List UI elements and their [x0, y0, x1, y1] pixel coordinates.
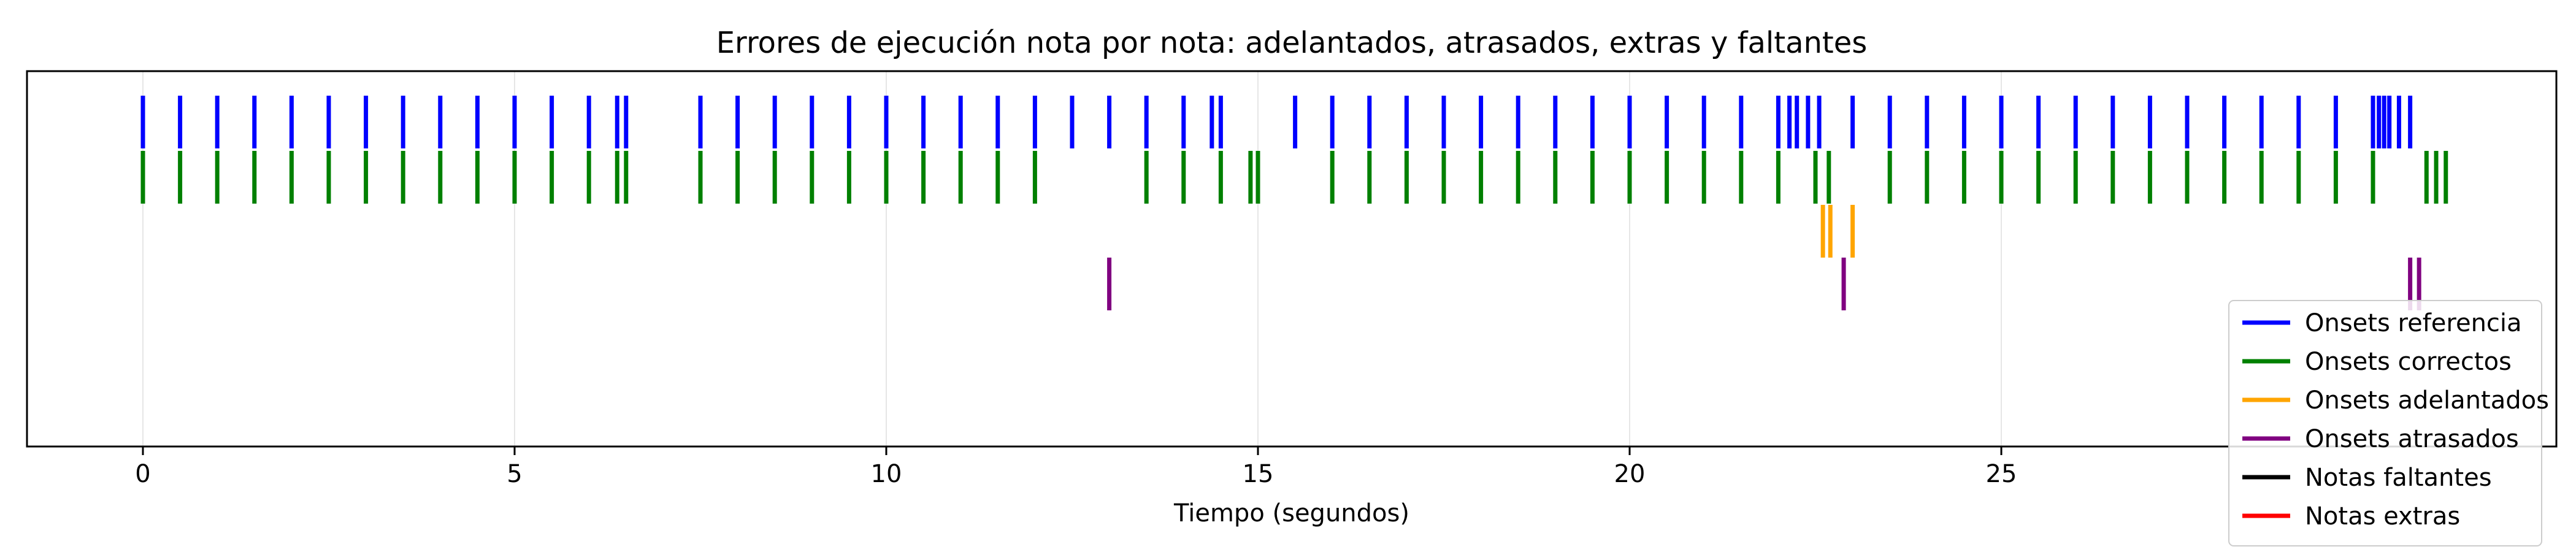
legend-item: Onsets atrasados	[2242, 425, 2519, 453]
event-marks	[140, 96, 2448, 310]
series-3	[1107, 258, 2421, 310]
legend-item: Notas faltantes	[2242, 464, 2492, 492]
legend-label: Onsets correctos	[2305, 348, 2512, 376]
x-tick-label: 0	[135, 460, 150, 488]
legend-item: Notas extras	[2242, 502, 2460, 531]
legend-box	[2228, 300, 2542, 546]
plot-area	[26, 70, 2558, 448]
x-tick-label: 20	[1614, 460, 1646, 488]
x-tick-label: 15	[1243, 460, 1274, 488]
x-tick-label: 25	[1986, 460, 2017, 488]
series-0	[140, 96, 2413, 148]
chart-title: Errores de ejecución nota por nota: adel…	[716, 26, 1868, 60]
x-tick-label: 10	[871, 460, 902, 488]
legend-item: Onsets correctos	[2242, 348, 2512, 376]
legend-label: Onsets atrasados	[2305, 425, 2519, 453]
x-axis-title: Tiempo (segundos)	[1173, 499, 1409, 527]
legend-item: Onsets adelantados	[2242, 386, 2549, 415]
legend-item: Onsets referencia	[2242, 309, 2522, 337]
x-axis: 0 5 10 15 20 25	[135, 447, 2017, 488]
legend-label: Notas extras	[2305, 502, 2460, 531]
legend-label: Onsets referencia	[2305, 309, 2522, 337]
legend-label: Notas faltantes	[2305, 464, 2492, 492]
legend: Onsets referencia Onsets correctos Onsets …	[2228, 300, 2549, 546]
series-1	[140, 151, 2448, 204]
legend-label: Onsets adelantados	[2305, 386, 2549, 415]
series-2	[1820, 205, 1855, 258]
x-tick-label: 5	[507, 460, 522, 488]
